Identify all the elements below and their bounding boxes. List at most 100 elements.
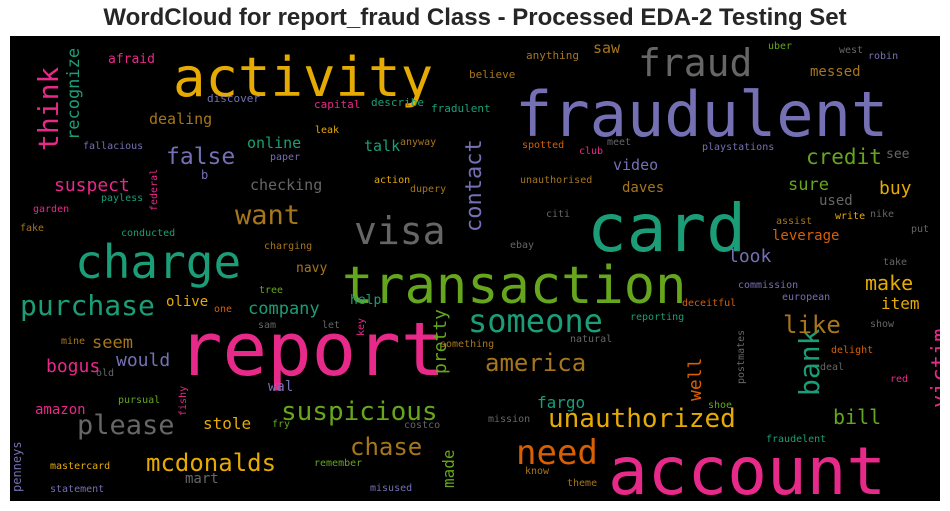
word-recognize: recognize — [64, 48, 84, 140]
word-card: card — [587, 190, 746, 267]
word-talk: talk — [364, 137, 400, 155]
word-ebay: ebay — [510, 240, 534, 251]
word-unauthorized: unauthorized — [548, 404, 736, 434]
word-want: want — [235, 200, 300, 231]
word-mcdonalds: mcdonalds — [146, 449, 276, 477]
word-key: key — [356, 318, 367, 336]
word-spotted: spotted — [522, 140, 564, 151]
word-european: european — [782, 292, 830, 303]
word-show: show — [870, 319, 895, 330]
word-assist: assist — [776, 216, 812, 227]
word-leak: leak — [315, 125, 339, 136]
word-pursual: pursual — [118, 395, 160, 406]
word-reporting: reporting — [630, 312, 684, 323]
word-need: need — [516, 433, 598, 473]
word-think: think — [32, 67, 65, 151]
word-item: item — [881, 294, 920, 313]
word-tree: tree — [259, 285, 283, 296]
word-credit: credit — [806, 145, 882, 169]
word-fraudulent: fraudulent — [515, 78, 888, 151]
word-conducted: conducted — [121, 228, 175, 239]
word-anyway: anyway — [400, 137, 436, 148]
word-bill: bill — [833, 405, 881, 429]
word-visa: visa — [354, 209, 446, 253]
word-playstations: playstations — [702, 142, 774, 153]
word-charging: charging — [264, 241, 312, 252]
word-fargo: fargo — [537, 393, 585, 412]
word-anything: anything — [526, 49, 579, 62]
word-saw: saw — [593, 39, 621, 57]
word-statement: statement — [50, 484, 104, 495]
word-commission: commission — [738, 280, 798, 291]
word-meet: meet — [607, 137, 631, 148]
word-look: look — [728, 246, 772, 267]
word-afraid: afraid — [108, 52, 155, 67]
word-would: would — [116, 350, 170, 371]
word-postmates: postmates — [736, 330, 747, 384]
word-activity: activity — [173, 46, 433, 109]
word-navy: navy — [296, 261, 327, 276]
word-checking: checking — [250, 176, 322, 194]
word-garden: garden — [33, 204, 69, 215]
word-nike: nike — [870, 209, 894, 220]
word-costco: costco — [404, 420, 440, 431]
word-daves: daves — [622, 180, 664, 196]
word-purchase: purchase — [20, 289, 155, 322]
word-chase: chase — [350, 433, 422, 461]
word-describe: describe — [371, 96, 424, 109]
word-amazon: amazon — [35, 402, 86, 418]
word-fake: fake — [20, 223, 44, 234]
word-mission: mission — [488, 414, 530, 425]
chart-title: WordCloud for report_fraud Class - Proce… — [103, 4, 847, 31]
word-online: online — [247, 134, 301, 152]
word-account: account — [608, 433, 886, 501]
word-citi: citi — [546, 209, 570, 220]
word-know: know — [525, 466, 550, 477]
word-company: company — [248, 299, 320, 319]
word-capital: capital — [314, 98, 360, 111]
wordcloud-canvas: report account fraudulent card transaction ac… — [10, 36, 940, 501]
word-stole: stole — [203, 414, 251, 433]
word-seem: seem — [92, 333, 133, 353]
word-report: report — [178, 307, 445, 393]
word-unauthorised: unauthorised — [520, 175, 592, 186]
word-mine: mine — [61, 336, 85, 347]
word-dupery: dupery — [410, 184, 446, 195]
word-penneys: penneys — [10, 441, 24, 492]
word-payless: payless — [101, 193, 143, 204]
word-fallacious: fallacious — [83, 141, 143, 152]
word-bogus: bogus — [46, 356, 100, 377]
word-one: one — [214, 304, 232, 315]
word-discover: discover — [207, 92, 260, 105]
word-bank: bank — [793, 328, 826, 396]
word-shoe: shoe — [708, 400, 732, 411]
word-make: make — [865, 271, 913, 295]
word-please: please — [77, 410, 175, 441]
word-made: made — [439, 449, 458, 488]
word-misused: misused — [370, 483, 412, 494]
word-theme: theme — [567, 478, 597, 489]
word-suspect: suspect — [54, 175, 130, 196]
word-suspicious: suspicious — [281, 397, 438, 427]
word-transaction: transaction — [342, 256, 686, 316]
word-club: club — [579, 146, 603, 157]
word-fry: fry — [272, 419, 290, 430]
word-deceitful: deceitful — [682, 298, 736, 309]
word-messed: messed — [810, 64, 861, 80]
word-federal: federal — [149, 169, 160, 211]
word-believe: believe — [469, 68, 515, 81]
word-old: old — [96, 368, 114, 379]
word-victim: victim — [928, 329, 940, 408]
word-leverage: leverage — [772, 228, 839, 244]
word-contact: contact — [462, 139, 487, 232]
word-fraudelent: fraudelent — [766, 434, 826, 445]
word-charge: charge — [75, 235, 241, 289]
word-false: false — [166, 144, 235, 170]
word-help: help — [350, 293, 381, 308]
word-robin: robin — [868, 51, 898, 62]
word-delight: delight — [831, 345, 873, 356]
word-uber: uber — [768, 41, 792, 52]
word-something: something — [440, 339, 494, 350]
word-mart: mart — [185, 471, 219, 487]
